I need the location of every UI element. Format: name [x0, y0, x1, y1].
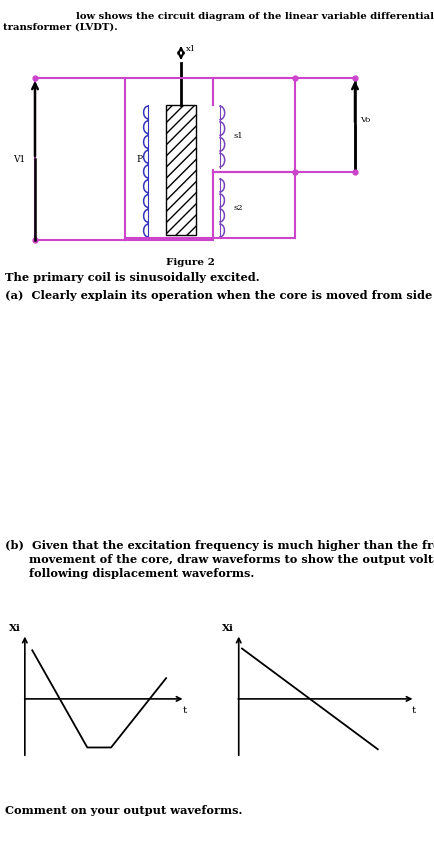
Text: Xi: Xi — [221, 623, 233, 632]
Text: Comment on your output waveforms.: Comment on your output waveforms. — [5, 805, 242, 816]
Text: following displacement waveforms.: following displacement waveforms. — [5, 568, 253, 579]
Text: Vo: Vo — [359, 116, 369, 124]
Text: P: P — [137, 155, 143, 163]
Text: transformer (LVDT).: transformer (LVDT). — [3, 23, 118, 32]
Text: s2: s2 — [233, 204, 243, 212]
Text: V1: V1 — [13, 155, 25, 163]
Text: low shows the circuit diagram of the linear variable differential: low shows the circuit diagram of the lin… — [76, 12, 433, 21]
Text: Figure 2: Figure 2 — [165, 258, 214, 267]
Text: s1: s1 — [233, 132, 243, 140]
Text: The primary coil is sinusoidally excited.: The primary coil is sinusoidally excited… — [5, 272, 259, 283]
Bar — [166, 105, 196, 235]
Text: t: t — [182, 706, 186, 715]
Text: Xi: Xi — [9, 623, 20, 632]
Text: x1: x1 — [186, 45, 196, 53]
Text: (a)  Clearly explain its operation when the core is moved from side to side: (a) Clearly explain its operation when t… — [5, 290, 434, 301]
Text: (b)  Given that the excitation frequency is much higher than the frequency of: (b) Given that the excitation frequency … — [5, 540, 434, 551]
Text: movement of the core, draw waveforms to show the output voltage for the: movement of the core, draw waveforms to … — [5, 554, 434, 565]
Text: t: t — [411, 706, 415, 715]
